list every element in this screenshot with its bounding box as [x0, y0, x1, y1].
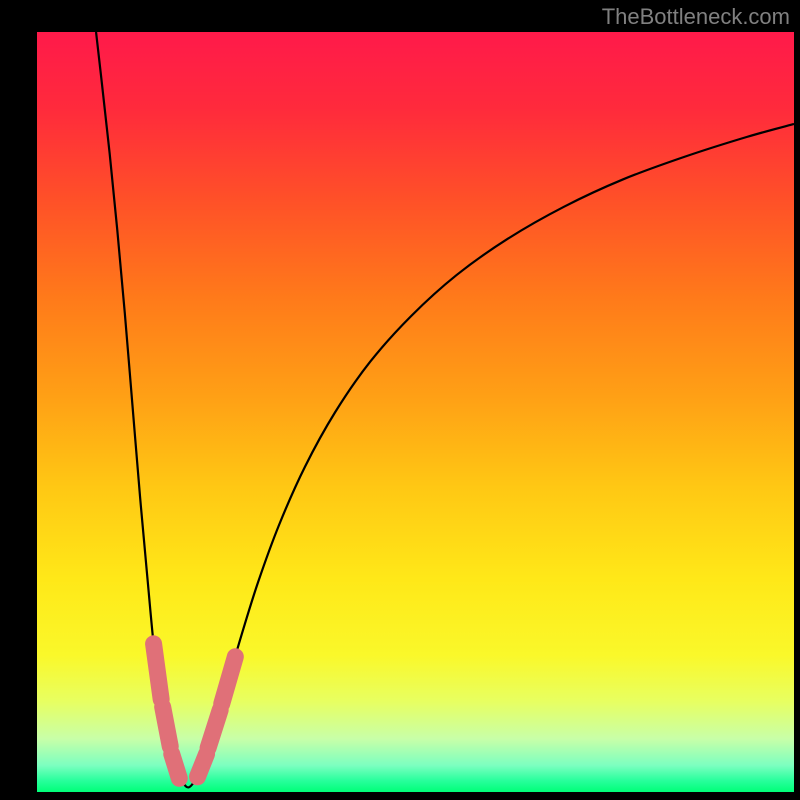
valley-marker — [197, 754, 206, 777]
chart-svg — [0, 0, 800, 800]
valley-marker — [154, 644, 162, 699]
chart-container: TheBottleneck.com — [0, 0, 800, 800]
valley-marker — [163, 707, 171, 747]
watermark-text: TheBottleneck.com — [602, 4, 790, 30]
valley-marker — [208, 710, 220, 748]
valley-marker — [172, 754, 180, 778]
